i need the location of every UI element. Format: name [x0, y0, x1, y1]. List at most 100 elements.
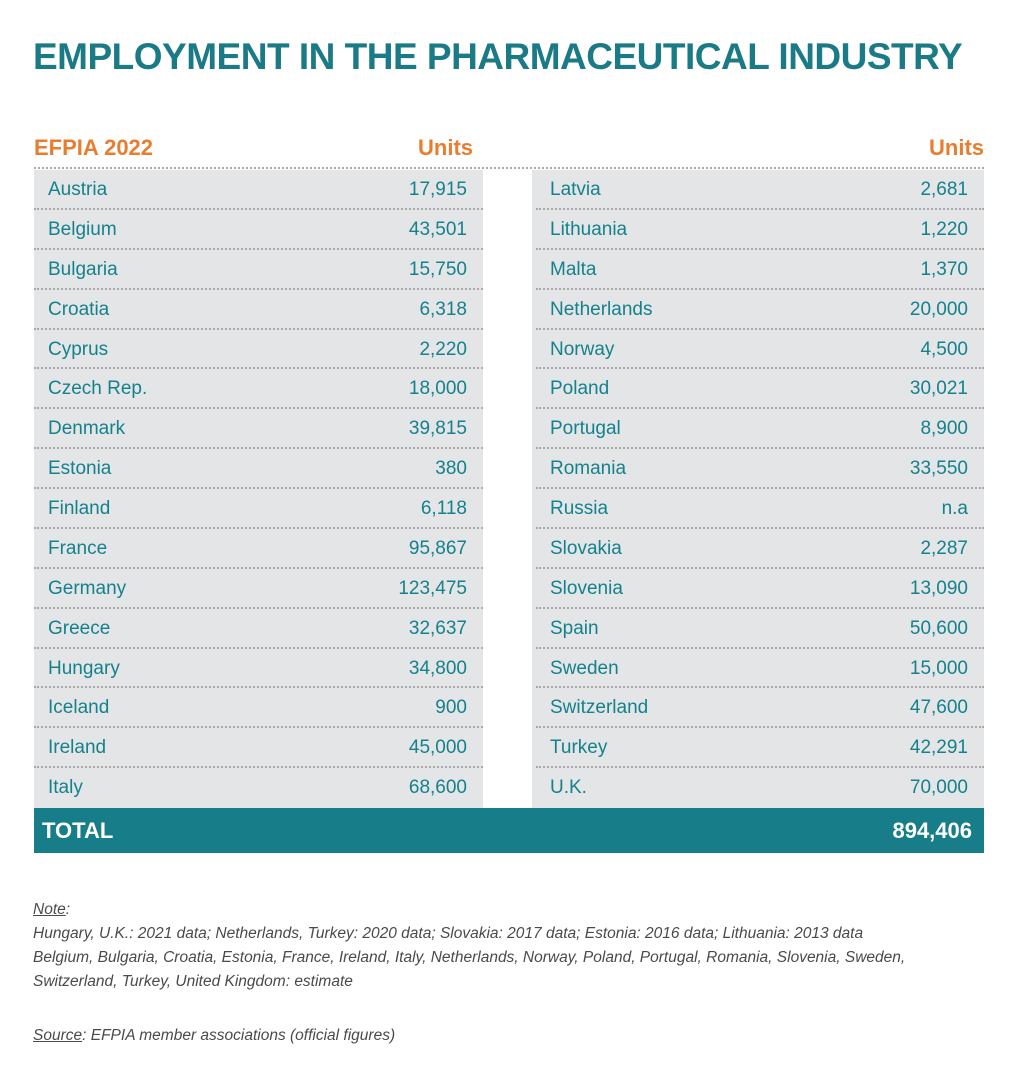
employment-value: 50,600 — [909, 617, 968, 639]
country-name: Portugal — [550, 418, 621, 440]
notes-block: Note: Hungary, U.K.: 2021 data; Netherla… — [33, 898, 1008, 994]
table-row: Finland 6,118 — [34, 489, 483, 529]
employment-value: 380 — [435, 458, 467, 480]
employment-value: 42,291 — [909, 737, 968, 759]
note-heading: Note — [33, 901, 66, 918]
country-name: Italy — [48, 777, 83, 799]
table-row: Turkey 42,291 — [536, 728, 984, 769]
employment-value: 39,815 — [408, 418, 467, 440]
employment-value: 6,318 — [419, 298, 467, 320]
table-row: Spain 50,600 — [536, 609, 984, 649]
employment-value: 18,000 — [408, 378, 467, 400]
table-row: Germany 123,475 — [34, 569, 483, 609]
employment-value: 95,867 — [408, 537, 467, 559]
employment-value: 8,900 — [920, 418, 968, 440]
employment-value: 47,600 — [909, 697, 968, 719]
employment-value: 13,090 — [909, 577, 968, 599]
source-block: Source: EFPIA member associations (offic… — [33, 1024, 1008, 1048]
country-name: Romania — [550, 458, 627, 480]
country-name: Estonia — [48, 458, 112, 480]
source-text: : EFPIA member associations (official fi… — [82, 1027, 396, 1044]
table-row: Lithuania 1,220 — [536, 210, 984, 250]
table-row: U.K. 70,000 — [536, 768, 984, 808]
country-name: Austria — [48, 179, 108, 200]
employment-value: 20,000 — [909, 298, 968, 320]
employment-value: 2,681 — [920, 179, 968, 200]
table-row: Cyprus 2,220 — [34, 330, 483, 370]
note-line-2: Belgium, Bulgaria, Croatia, Estonia, Fra… — [33, 949, 906, 966]
table-row: Estonia 380 — [34, 449, 483, 489]
total-value: 894,406 — [892, 818, 972, 843]
employment-value: 34,800 — [408, 657, 467, 679]
table-row: Slovenia 13,090 — [536, 569, 984, 609]
country-name: Latvia — [550, 179, 601, 200]
note-line-3: Switzerland, Turkey, United Kingdom: est… — [33, 973, 353, 990]
employment-value: 33,550 — [909, 458, 968, 480]
employment-value: 32,637 — [408, 617, 467, 639]
country-name: Czech Rep. — [48, 378, 148, 400]
employment-value: 43,501 — [408, 218, 467, 240]
table-row: Switzerland 47,600 — [536, 688, 984, 729]
country-name: France — [48, 537, 108, 559]
table-row: Bulgaria 15,750 — [34, 250, 483, 290]
table-row: Czech Rep. 18,000 — [34, 369, 483, 410]
table-row: Ireland 45,000 — [34, 728, 483, 769]
table-header-units-left: Units — [418, 135, 473, 160]
employment-value: 1,220 — [920, 218, 968, 240]
country-name: Cyprus — [48, 338, 109, 360]
employment-value: n.a — [941, 498, 968, 519]
country-name: U.K. — [550, 777, 587, 799]
note-line-1: Hungary, U.K.: 2021 data; Netherlands, T… — [33, 925, 864, 942]
employment-value: 123,475 — [398, 577, 467, 599]
employment-value: 4,500 — [920, 338, 968, 360]
country-name: Norway — [550, 338, 615, 360]
country-name: Bulgaria — [48, 258, 118, 280]
country-name: Lithuania — [550, 218, 628, 240]
table-row: France 95,867 — [34, 529, 483, 569]
country-name: Germany — [48, 577, 127, 599]
employment-value: 1,370 — [920, 258, 968, 280]
employment-value: 15,000 — [909, 657, 968, 679]
table-row: Latvia 2,681 — [536, 170, 984, 210]
total-label: TOTAL — [42, 818, 114, 843]
country-name: Slovakia — [550, 537, 622, 559]
table-row: Belgium 43,501 — [34, 210, 483, 250]
total-row: TOTAL 894,406 — [34, 808, 984, 853]
table-row: Iceland 900 — [34, 688, 483, 729]
header-divider — [34, 167, 984, 169]
country-name: Turkey — [550, 737, 608, 759]
employment-value: 68,600 — [408, 777, 467, 799]
employment-value: 6,118 — [420, 498, 467, 519]
table-row: Croatia 6,318 — [34, 290, 483, 330]
employment-value: 15,750 — [408, 258, 467, 280]
table-row: Italy 68,600 — [34, 768, 483, 808]
employment-value: 70,000 — [909, 777, 968, 799]
country-name: Slovenia — [550, 577, 623, 599]
employment-value: 17,915 — [408, 179, 467, 200]
table-row: Denmark 39,815 — [34, 409, 483, 450]
table-row: Poland 30,021 — [536, 369, 984, 410]
table-row: Norway 4,500 — [536, 330, 984, 370]
country-name: Croatia — [48, 298, 110, 320]
source-heading: Source — [33, 1027, 83, 1044]
country-name: Finland — [48, 498, 111, 519]
table-row: Malta 1,370 — [536, 250, 984, 290]
employment-value: 900 — [435, 697, 467, 719]
table-header-units-right: Units — [929, 135, 984, 160]
table-row: Hungary 34,800 — [34, 649, 483, 689]
country-name: Belgium — [48, 218, 117, 240]
country-name: Poland — [550, 378, 610, 400]
country-name: Malta — [550, 258, 597, 280]
employment-value: 45,000 — [408, 737, 467, 759]
table-row: Romania 33,550 — [536, 449, 984, 489]
country-name: Netherlands — [550, 298, 653, 320]
table-row: Greece 32,637 — [34, 609, 483, 649]
table-header-year: EFPIA 2022 — [34, 135, 154, 160]
country-name: Sweden — [550, 657, 619, 679]
country-name: Switzerland — [550, 697, 649, 719]
employment-value: 2,220 — [419, 338, 467, 360]
table-row: Netherlands 20,000 — [536, 290, 984, 330]
country-name: Denmark — [48, 418, 126, 440]
employment-value: 2,287 — [920, 537, 968, 559]
table-row: Russia n.a — [536, 489, 984, 529]
